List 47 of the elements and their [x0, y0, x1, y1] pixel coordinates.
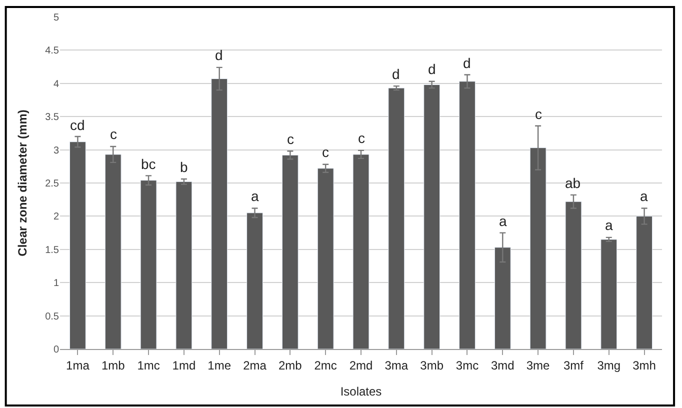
data-label: a: [605, 217, 613, 233]
data-label: c: [110, 126, 117, 142]
data-label: d: [428, 61, 436, 77]
y-tick-label: 5: [53, 12, 60, 24]
x-axis-title: Isolates: [340, 384, 382, 398]
y-tick-label: 1.5: [45, 244, 60, 256]
x-tick-label: 1ma: [66, 358, 90, 372]
x-tick-label: 3ma: [384, 358, 408, 372]
data-label: a: [251, 188, 259, 204]
y-tick-label: 4.5: [45, 46, 60, 57]
y-tick-label: 0: [53, 344, 60, 356]
data-label: d: [463, 55, 471, 71]
data-label: a: [640, 188, 648, 204]
x-tick-label: 3mg: [597, 358, 621, 372]
y-tick-label: 4: [53, 78, 60, 90]
x-tick-label: 2ma: [243, 358, 267, 372]
x-tick-label: 2mb: [278, 358, 302, 372]
y-tick-label: 1: [53, 278, 60, 290]
x-tick-label: 3me: [526, 358, 550, 372]
x-tick-label: 2mc: [314, 358, 337, 372]
data-label: b: [180, 159, 188, 175]
x-tick-label: 3mc: [456, 358, 479, 372]
x-tick-label: 3md: [490, 358, 514, 372]
data-label: a: [499, 213, 507, 229]
data-label: c: [287, 131, 294, 147]
data-label: ab: [565, 175, 581, 191]
y-axis-title: Clear zone diameter (mm): [15, 110, 30, 256]
data-label: d: [215, 47, 223, 63]
x-tick-label: 3mh: [632, 358, 656, 372]
x-tick-label: 1me: [208, 358, 232, 372]
y-tick-label: 0.5: [45, 311, 60, 322]
y-tick-label: 2.5: [45, 178, 60, 190]
x-tick-label: 3mb: [420, 358, 444, 372]
data-label: bc: [141, 156, 156, 172]
x-tick-label: 1mb: [101, 358, 126, 372]
y-tick-label: 2: [53, 212, 60, 223]
data-label: c: [358, 130, 365, 146]
x-tick-label: 1md: [172, 358, 196, 372]
data-label: c: [535, 106, 542, 122]
data-label: d: [392, 66, 400, 82]
data-label: c: [322, 144, 329, 160]
x-tick-label: 3mf: [563, 358, 584, 372]
data-label: cd: [70, 117, 85, 133]
x-tick-label: 1mc: [137, 358, 160, 372]
x-tick-label: 2md: [349, 358, 373, 372]
y-tick-label: 3: [53, 145, 60, 156]
y-tick-label: 3.5: [45, 112, 60, 124]
